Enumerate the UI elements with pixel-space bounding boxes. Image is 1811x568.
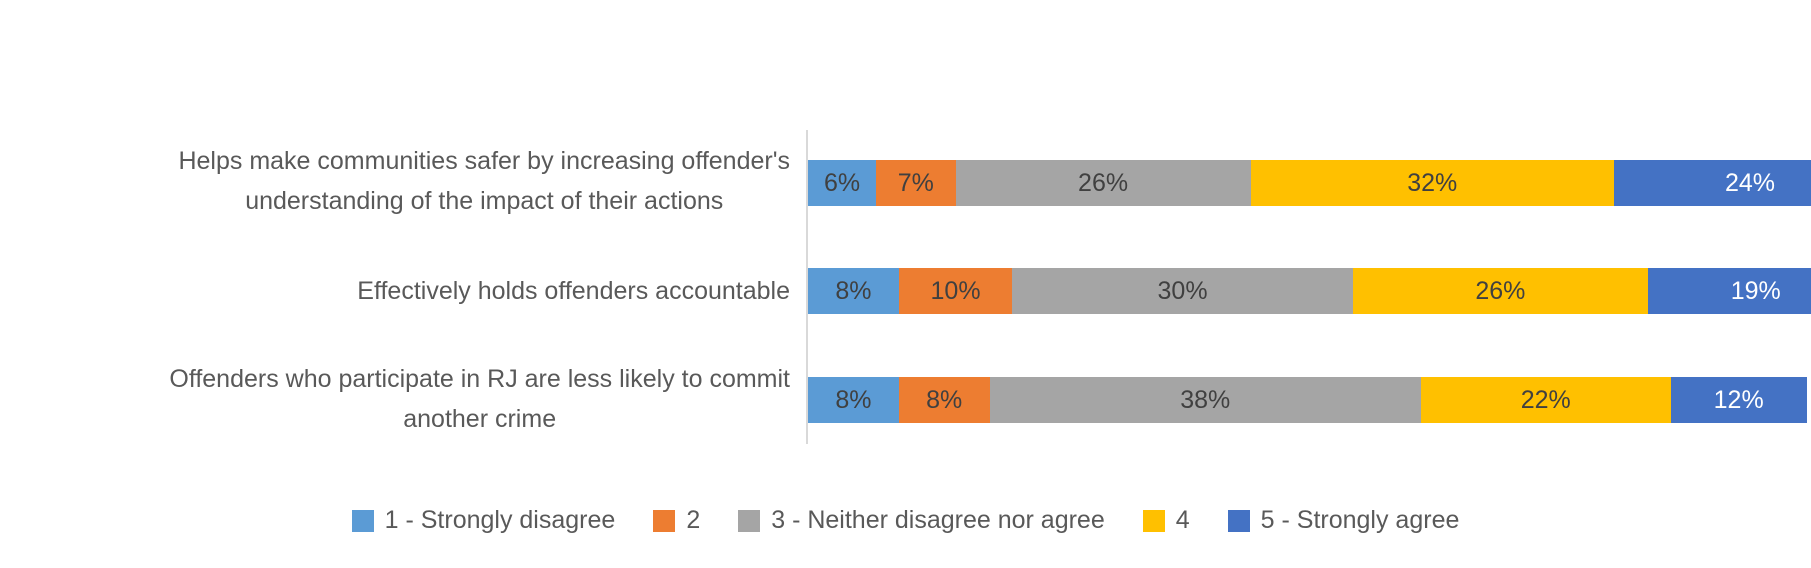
category-axis-line [806, 130, 808, 444]
category-label-line: Effectively holds offenders accountable [357, 277, 790, 305]
category-label-line: Offenders who participate in RJ are less… [169, 365, 790, 393]
legend-swatch-icon [351, 509, 374, 532]
bar-segment-4: 22% [1420, 377, 1671, 423]
bar-segment-3-neither-disagree-nor-agree: 30% [1012, 268, 1353, 314]
bar-segment-3-neither-disagree-nor-agree: 38% [989, 377, 1421, 423]
data-label: 38% [1180, 385, 1231, 414]
legend-item: 1 - Strongly disagree [351, 506, 616, 535]
category-label: Effectively holds offenders accountable [357, 271, 790, 311]
legend-label: 2 [686, 506, 701, 534]
bar-segment-2: 7% [876, 160, 956, 206]
chart-legend: 1 - Strongly disagree 2 3 - Neither disagr… [0, 506, 1811, 535]
bar-row: 8% 8% 38% 22% 12% [808, 377, 1811, 423]
bar-segment-4: 26% [1352, 268, 1648, 314]
data-label: 19% [1730, 276, 1781, 305]
data-label: 8% [835, 385, 872, 414]
bar-segment-2: 10% [898, 268, 1013, 314]
bar-row: 6% 7% 26% 32% 24% [808, 160, 1811, 206]
category-label: Offenders who participate in RJ are less… [169, 359, 790, 439]
data-label: 8% [926, 385, 963, 414]
bar-segment-1-strongly-disagree: 8% [808, 268, 899, 314]
legend-swatch-icon [1227, 509, 1250, 532]
data-label: 10% [930, 276, 981, 305]
category-label-line: another crime [403, 405, 557, 433]
data-label: 8% [835, 276, 872, 305]
bar-segment-1-strongly-disagree: 6% [808, 160, 877, 206]
bar-row: 8% 10% 30% 26% 19% [808, 268, 1811, 314]
category-label: Helps make communities safer by increasi… [178, 141, 790, 221]
bar-segment-5-strongly-agree: 19% [1647, 268, 1811, 314]
legend-label: 1 - Strongly disagree [384, 506, 616, 534]
data-label: 6% [823, 168, 861, 197]
legend-item: 4 [1142, 506, 1190, 535]
bar-segment-5-strongly-agree: 24% [1613, 160, 1811, 206]
data-label: 7% [897, 168, 934, 197]
data-label: 22% [1520, 385, 1571, 414]
bar-segment-1-strongly-disagree: 8% [808, 377, 899, 423]
data-label: 30% [1157, 276, 1208, 305]
legend-swatch-icon [1142, 509, 1165, 532]
data-label: 12% [1713, 385, 1764, 414]
legend-swatch-icon [738, 509, 761, 532]
bar-segment-2: 8% [898, 377, 990, 423]
bar-segment-3-neither-disagree-nor-agree: 26% [955, 160, 1251, 206]
legend-item: 3 - Neither disagree nor agree [738, 506, 1105, 535]
legend-item: 5 - Strongly agree [1227, 506, 1460, 535]
legend-label: 4 [1175, 506, 1190, 534]
category-label-line: Helps make communities safer by increasi… [178, 147, 790, 175]
legend-label: 3 - Neither disagree nor agree [771, 506, 1105, 534]
data-label: 24% [1724, 168, 1776, 197]
legend-item: 2 [653, 506, 700, 535]
bar-segment-5-strongly-agree: 12% [1670, 377, 1807, 423]
legend-label: 5 - Strongly agree [1260, 506, 1460, 534]
legend-swatch-icon [653, 509, 676, 532]
bar-segment-4: 32% [1250, 160, 1614, 206]
data-label: 26% [1078, 168, 1129, 197]
data-label: 32% [1407, 168, 1458, 197]
data-label: 26% [1475, 276, 1526, 305]
category-label-line: understanding of the impact of their act… [245, 187, 724, 215]
